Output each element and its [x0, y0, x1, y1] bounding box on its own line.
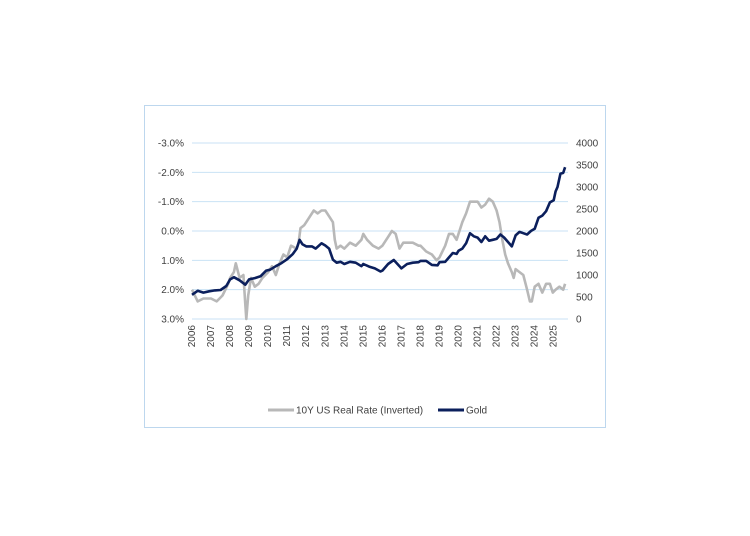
- chart-frame: [144, 105, 606, 428]
- x-tick-label: 2025: [549, 325, 560, 348]
- legend-label-gold: Gold: [466, 406, 487, 417]
- y-left-tick-label: 0.0%: [161, 227, 184, 238]
- x-tick-label: 2012: [301, 325, 312, 348]
- x-tick-label: 2017: [396, 325, 407, 348]
- x-tick-label: 2016: [377, 325, 388, 348]
- y-right-tick-label: 4000: [576, 139, 599, 150]
- x-tick-label: 2018: [415, 325, 426, 348]
- x-tick-label: 2007: [206, 325, 217, 348]
- y-right-tick-label: 1000: [576, 271, 599, 282]
- x-tick-label: 2014: [339, 325, 350, 348]
- y-left-tick-label: -1.0%: [158, 197, 184, 208]
- y-right-tick-label: 3500: [576, 161, 599, 172]
- y-left-tick-label: -3.0%: [158, 139, 184, 150]
- x-tick-label: 2020: [454, 325, 465, 348]
- y-right-tick-label: 1500: [576, 249, 599, 260]
- x-tick-label: 2019: [434, 325, 445, 348]
- y-right-tick-label: 2500: [576, 205, 599, 216]
- x-tick-label: 2022: [492, 325, 503, 348]
- y-right-tick-label: 3000: [576, 183, 599, 194]
- y-right-tick-label: 2000: [576, 227, 599, 238]
- x-tick-label: 2023: [511, 325, 522, 348]
- x-tick-label: 2024: [530, 325, 541, 348]
- y-right-tick-label: 0: [576, 315, 582, 326]
- y-left-tick-label: 3.0%: [161, 315, 184, 326]
- series-real-rate-line: [190, 197, 567, 321]
- x-tick-label: 2006: [187, 325, 198, 348]
- x-tick-label: 2009: [244, 325, 255, 348]
- legend-label-real-rate: 10Y US Real Rate (Inverted): [296, 406, 423, 417]
- y-left-tick-label: 2.0%: [161, 285, 184, 296]
- y-right-tick-label: 500: [576, 293, 593, 304]
- x-tick-label: 2010: [263, 325, 274, 348]
- series-gold-line: [191, 166, 567, 296]
- x-tick-label: 2015: [358, 325, 369, 348]
- x-tick-label: 2008: [225, 325, 236, 348]
- y-left-tick-label: 1.0%: [161, 256, 184, 267]
- x-tick-label: 2013: [320, 325, 331, 348]
- x-tick-label: 2021: [473, 325, 484, 348]
- y-left-tick-label: -2.0%: [158, 168, 184, 179]
- x-tick-label: 2011: [282, 325, 293, 347]
